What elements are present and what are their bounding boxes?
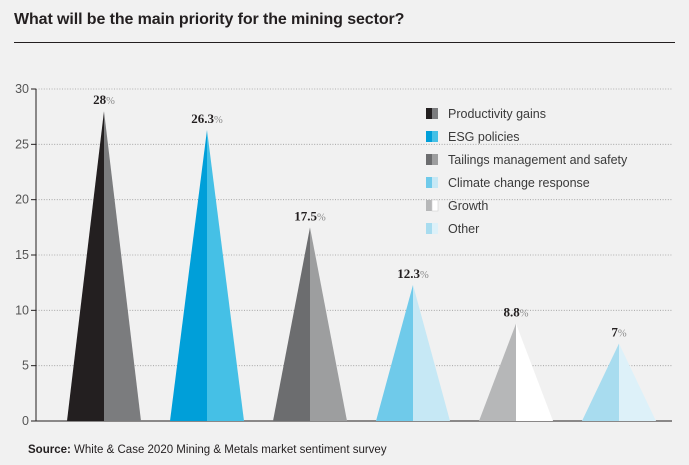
data-label-percent: % <box>618 329 627 340</box>
legend-label: Climate change response <box>448 176 590 190</box>
bar-right-facet <box>619 343 656 421</box>
source-note: Source: White & Case 2020 Mining & Metal… <box>28 444 387 456</box>
bar-3 <box>273 227 347 421</box>
y-tick-label-10: 10 <box>15 303 29 317</box>
bar-right-facet <box>310 227 347 421</box>
legend-swatch-right <box>432 223 438 234</box>
legend-swatch-left <box>426 223 432 234</box>
legend-label: ESG policies <box>448 130 520 144</box>
data-label-value: 7 <box>611 325 618 340</box>
y-tick-label-30: 30 <box>15 82 29 96</box>
data-label-value: 8.8 <box>504 305 521 320</box>
y-tick-label-20: 20 <box>15 193 29 207</box>
y-axis: 0 5 10 15 20 25 30 <box>15 82 672 428</box>
data-label-6: 7% <box>611 325 627 340</box>
legend-swatch-right <box>432 154 438 165</box>
data-label-value: 12.3 <box>397 266 420 281</box>
legend: Productivity gains ESG policies Tailings m… <box>426 107 628 236</box>
bar-5 <box>479 323 553 421</box>
legend-swatch-left <box>426 177 432 188</box>
legend-item-5: Growth <box>426 199 488 213</box>
bar-right-facet <box>104 111 141 421</box>
legend-swatch-left <box>426 131 432 142</box>
bar-right-facet <box>207 129 244 422</box>
legend-swatch-right <box>431 199 439 212</box>
legend-label: Productivity gains <box>448 107 546 121</box>
bar-right-facet <box>413 284 450 421</box>
bar-left-facet <box>170 129 207 422</box>
data-label-percent: % <box>106 96 115 107</box>
data-label-value: 28 <box>93 92 107 107</box>
source-text: White & Case 2020 Mining & Metals market… <box>74 444 387 456</box>
legend-swatch-right <box>432 131 438 142</box>
data-label-percent: % <box>214 115 223 126</box>
grid-layer <box>36 88 672 367</box>
data-label-percent: % <box>520 309 529 320</box>
y-tick-label-15: 15 <box>15 248 29 262</box>
bar-left-facet <box>479 323 516 421</box>
bar-1 <box>67 111 141 421</box>
bar-right-facet <box>516 323 553 421</box>
legend-item-1: Productivity gains <box>426 107 546 121</box>
title-divider <box>14 42 675 43</box>
legend-label: Other <box>448 222 479 236</box>
data-label-4: 12.3% <box>397 266 429 281</box>
legend-item-3: Tailings management and safety <box>426 153 628 167</box>
bar-left-facet <box>376 284 413 421</box>
legend-swatch-right <box>432 177 438 188</box>
legend-swatch-left <box>426 154 432 165</box>
legend-item-2: ESG policies <box>426 130 520 144</box>
legend-label: Growth <box>448 199 488 213</box>
legend-swatch-left <box>426 108 432 119</box>
source-label: Source: <box>28 444 71 456</box>
bar-6 <box>582 343 656 421</box>
data-label-value: 26.3 <box>191 111 214 126</box>
legend-item-6: Other <box>426 222 479 236</box>
value-labels-layer: 28%26.3%17.5%12.3%8.8%7% <box>93 92 627 339</box>
legend-swatch-right <box>432 108 438 119</box>
data-label-value: 17.5 <box>294 208 317 223</box>
y-tick-label-5: 5 <box>22 359 29 373</box>
data-label-3: 17.5% <box>294 208 326 223</box>
bar-left-facet <box>67 111 104 421</box>
y-tick-label-0: 0 <box>22 414 29 428</box>
bar-2 <box>170 129 244 422</box>
y-tick-label-25: 25 <box>15 137 29 151</box>
data-label-percent: % <box>317 212 326 223</box>
bar-4 <box>376 284 450 421</box>
legend-item-4: Climate change response <box>426 176 590 190</box>
data-label-1: 28% <box>93 92 115 107</box>
legend-label: Tailings management and safety <box>448 153 628 167</box>
data-label-2: 26.3% <box>191 111 223 126</box>
chart-title: What will be the main priority for the m… <box>14 11 405 28</box>
bar-left-facet <box>273 227 310 421</box>
data-label-percent: % <box>420 270 429 281</box>
legend-swatch-left <box>426 200 432 211</box>
data-label-5: 8.8% <box>504 305 529 320</box>
bars-layer <box>67 111 656 422</box>
bar-left-facet <box>582 343 619 421</box>
